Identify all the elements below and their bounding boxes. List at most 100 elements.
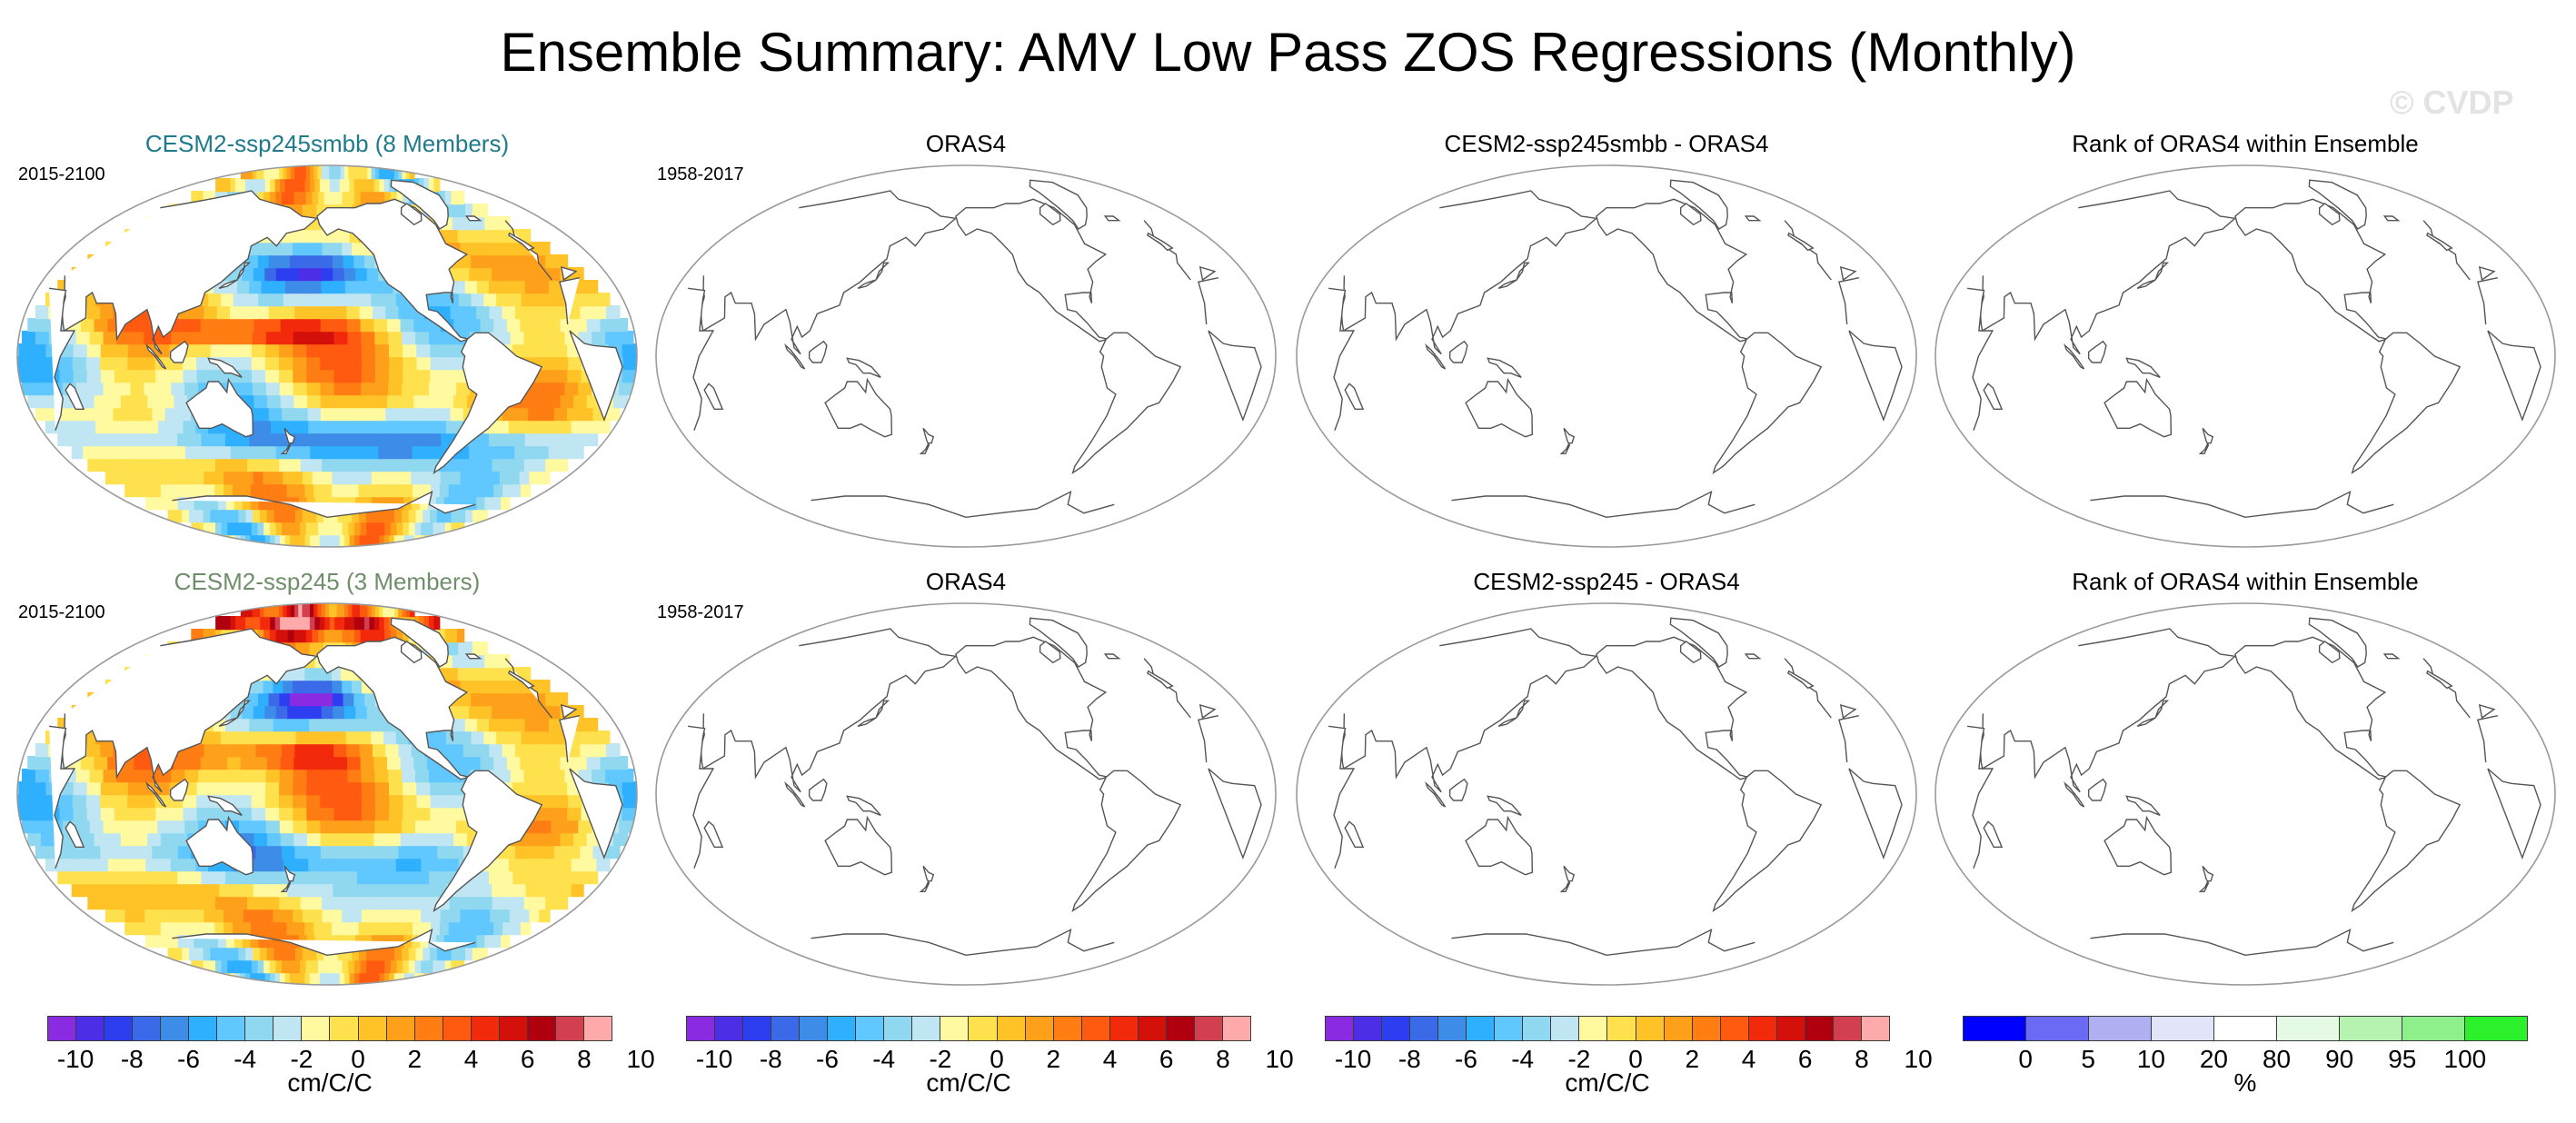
landmass-iceland [1103,653,1121,660]
colorbar-swatch [274,1017,303,1040]
colorbar-unit: cm/C/C [287,1068,373,1097]
landmass-antarctica [2090,491,2394,519]
landmass-madagascar [1344,820,1365,848]
map-panel [14,162,641,551]
map-border [655,164,1277,548]
landmass-baffin [1039,203,1061,226]
landmass-nz [1559,865,1576,892]
landmass-newguinea [846,795,881,816]
colorbar-tick-label: 2 [407,1045,423,1073]
colorbar: -10 -8 -6 -4 -2 0 2 4 6 8 10 cm/C/C [47,1016,655,1097]
landmass-iceland [464,215,482,222]
landmass-nz [280,865,296,892]
colorbar-swatch [1551,1017,1580,1040]
landmass-japan [2136,262,2170,289]
colorbar: -10 -8 -6 -4 -2 0 2 4 6 8 10 cm/C/C [1325,1016,1933,1097]
colorbar-swatch [1805,1017,1834,1040]
landmass-nz [919,865,935,892]
landmass-northamerica [1596,198,1749,343]
landmass-uk [1147,670,1174,690]
landmass-africa [49,715,623,869]
landmass-northamerica [316,198,470,343]
colorbar-tick-label: 100 [2443,1045,2487,1073]
colorbar-swatch [104,1017,134,1040]
colorbar-tick-label: 0 [990,1045,1004,1073]
landmass-greenland [1029,179,1088,230]
colorbar-swatch [1692,1017,1721,1040]
landmass-iceland [464,653,482,660]
map-panel [1293,162,1920,551]
colorbar-swatch [1636,1017,1665,1040]
landmass-madagascar [65,820,85,848]
colorbar-swatch [1138,1017,1167,1040]
landmass-northamerica [955,198,1109,343]
landmass-japan [1497,262,1531,289]
landmass-nz [1559,427,1576,454]
colorbar-tick-label: -8 [759,1045,782,1073]
landmass-nz [2198,865,2214,892]
colorbar-swatch [1438,1017,1467,1040]
landmass-newguinea [846,357,881,378]
colorbar-tick-label: -4 [1511,1045,1535,1073]
landmass-borneo [2087,778,2107,801]
landmass-iceland [1744,653,1762,660]
landmass-australia [824,815,893,876]
landmass-australia [185,815,254,876]
colorbar-swatch [912,1017,941,1040]
colorbar-swatch [2026,1017,2089,1040]
colorbar-unit: % [2233,1068,2257,1097]
colorbar-swatch [686,1017,716,1040]
landmass-borneo [1448,778,1468,801]
landmass-northamerica [955,636,1109,780]
landmass-australia [1465,377,1534,438]
colorbar-swatch [884,1017,913,1040]
colorbar-swatch [800,1017,829,1040]
colorbar-swatch [555,1017,584,1040]
colorbar-swatch [743,1017,772,1040]
colorbar-swatch [217,1017,246,1040]
colorbar-swatch [1194,1017,1223,1040]
landmass-northamerica [316,636,470,780]
landmass-sumatra [145,343,167,370]
landmass-baffin [2318,641,2341,664]
landmass-newguinea [1487,357,1522,378]
colorbar-tick-label: -4 [234,1045,257,1073]
landmass-sumatra [1425,343,1447,370]
landmass-borneo [808,340,828,363]
landmass-borneo [808,778,828,801]
colorbar-tick-label: 4 [1741,1045,1756,1073]
landmass-baffin [400,641,423,664]
colorbar-swatch [1776,1017,1805,1040]
colorbar-swatch [1382,1017,1411,1040]
landmass-japan [218,262,252,289]
map-border [16,164,638,548]
landmass-borneo [169,340,189,363]
landmass-southamerica [2351,332,2462,474]
coastlines [688,179,1262,519]
landmass-newguinea [2125,795,2161,816]
colorbar-tick-label: 10 [626,1045,655,1073]
landmass-antarctica [2090,929,2394,957]
colorbar-swatch [302,1017,331,1040]
landmass-newguinea [207,357,243,378]
landmass-southamerica [1071,770,1182,912]
landmass-nz [919,427,935,454]
world-map [16,602,638,986]
landmass-iceland [1103,215,1121,222]
landmass-sumatra [784,781,806,808]
colorbar-swatch [856,1017,885,1040]
landmass-africa [1967,715,2541,869]
landmass-greenland [1669,179,1728,230]
colorbar-swatch [471,1017,500,1040]
landmass-japan [218,700,252,727]
colorbar-swatch [1053,1017,1082,1040]
landmass-greenland [1669,617,1728,668]
landmass-newguinea [2125,357,2161,378]
landmass-borneo [2087,340,2107,363]
colorbar-tick-label: 2 [1685,1045,1700,1073]
colorbar-tick-label: -2 [1567,1045,1591,1073]
world-map [1934,164,2556,548]
colorbar-tick-label: 10 [1265,1045,1294,1073]
colorbar-tick-label: -4 [872,1045,896,1073]
panel-title: CESM2-ssp245smbb (8 Members) [144,130,510,157]
